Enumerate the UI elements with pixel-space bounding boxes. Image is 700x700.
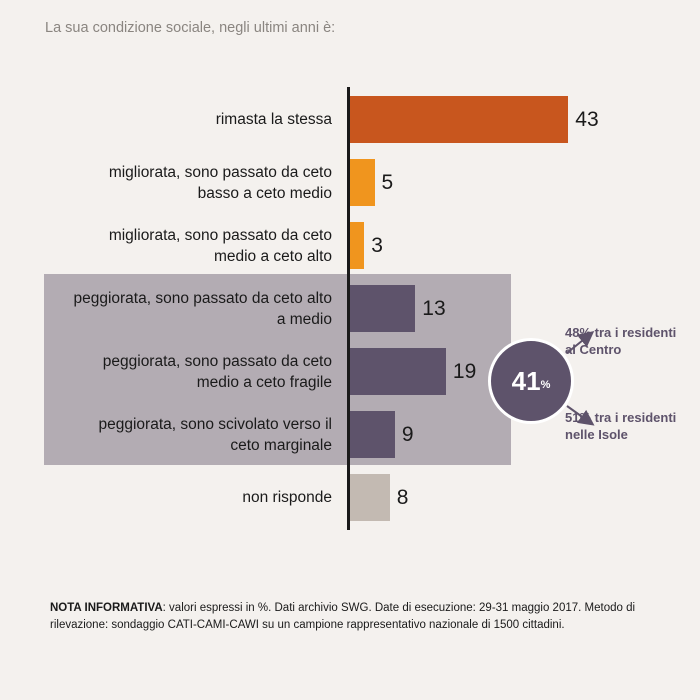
bar-value-5: 9 — [401, 422, 414, 446]
bar-value-0: 43 — [575, 107, 599, 131]
bar-value-2: 3 — [371, 233, 383, 257]
callout-isole-line2: nelle Isole — [565, 427, 628, 442]
bar-label-5: peggiorata, sono scivolato verso il ceto … — [12, 411, 333, 458]
footnote-label: NOTA INFORMATIVA — [50, 602, 163, 614]
bar-label-line: a medio — [276, 310, 332, 328]
bar-label-text-5: peggiorata, sono scivolato verso il ceto … — [99, 414, 333, 456]
bar-0 — [349, 96, 569, 143]
bar-5 — [349, 411, 395, 458]
bar-label-1: migliorata, sono passato da ceto basso a … — [12, 159, 332, 206]
bar-label-text-3: peggiorata, sono passato da ceto alto a m… — [73, 288, 332, 330]
bar-label-2: migliorata, sono passato da ceto medio a … — [12, 222, 332, 269]
bar-value-4: 19 — [452, 359, 477, 383]
bar-label-line: peggiorata, sono passato da ceto — [102, 352, 332, 370]
bar-label-text-2: migliorata, sono passato da ceto medio a … — [109, 225, 332, 267]
callout-centro-line2: al Centro — [565, 342, 622, 357]
bar-label-6: non risponde — [12, 474, 332, 521]
bar-label-line: ceto marginale — [230, 436, 332, 454]
bar-label-line: non risponde — [242, 489, 332, 506]
footnote-text: : valori espressi in %. Dati archivio SW… — [50, 602, 636, 631]
bar-1 — [349, 159, 375, 206]
callout-isole: 51% tra i residenti nelle Isole — [565, 409, 685, 443]
bar-2 — [349, 222, 365, 269]
bar-label-line: peggiorata, sono scivolato verso il — [98, 415, 333, 433]
footnote: NOTA INFORMATIVA: valori espressi in %. … — [50, 600, 660, 634]
bar-label-3: peggiorata, sono passato da ceto alto a m… — [12, 285, 332, 332]
bar-label-text-1: migliorata, sono passato da ceto basso a … — [109, 162, 332, 204]
bar-label-line: migliorata, sono passato da ceto — [108, 226, 332, 244]
chart-title: La sua condizione sociale, negli ultimi … — [45, 20, 336, 36]
callout-isole-line1: 51% tra i residenti — [565, 410, 677, 425]
bar-label-line: medio a ceto alto — [213, 247, 332, 265]
callout-centro: 48% tra i residenti al Centro — [565, 324, 685, 358]
bar-3 — [349, 285, 416, 332]
bar-4 — [349, 348, 446, 395]
callout-arrow-up — [566, 330, 595, 354]
callout-centro-line1: 48% tra i residenti — [565, 325, 677, 340]
bar-label-text-4: peggiorata, sono passato da ceto medio a … — [103, 351, 332, 393]
bar-label-text-0: rimasta la stessa — [216, 109, 332, 130]
bar-value-3: 13 — [422, 296, 446, 320]
bar-6 — [349, 474, 390, 521]
bar-label-line: basso a ceto medio — [197, 184, 332, 202]
bar-value-6: 8 — [396, 485, 409, 509]
summary-unit: % — [540, 379, 551, 391]
bar-label-0: rimasta la stessa — [12, 96, 332, 143]
summary-circle: 41% — [488, 338, 574, 424]
bar-label-line: rimasta la stessa — [215, 111, 332, 128]
callout-arrow-down — [566, 405, 595, 426]
bar-label-4: peggiorata, sono passato da ceto medio a … — [12, 348, 332, 395]
bar-value-1: 5 — [381, 170, 394, 194]
axis-line — [347, 87, 350, 530]
summary-value: 41 — [511, 365, 541, 396]
bar-label-text-6: non risponde — [242, 487, 332, 508]
bar-label-line: peggiorata, sono passato da ceto alto — [73, 289, 332, 307]
bar-label-line: migliorata, sono passato da ceto — [108, 163, 332, 181]
bar-label-line: medio a ceto fragile — [196, 373, 332, 391]
